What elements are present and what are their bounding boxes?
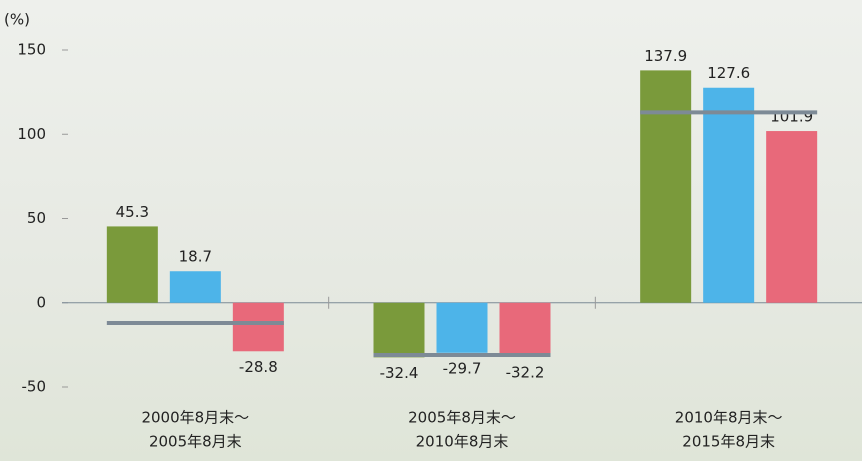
- y-tick-label: 150: [17, 41, 46, 59]
- bar: [373, 302, 425, 358]
- value-label: 45.3: [116, 203, 149, 221]
- bar: [640, 70, 692, 303]
- value-label: -32.4: [380, 364, 419, 382]
- value-label: 101.9: [770, 108, 813, 126]
- x-tick-label: 2010年8月末: [416, 433, 509, 451]
- bar: [169, 271, 221, 303]
- y-tick-label: 50: [27, 209, 46, 227]
- y-unit: (%): [4, 11, 30, 29]
- bar: [436, 302, 488, 353]
- value-label: -28.8: [239, 358, 278, 376]
- value-label: 137.9: [644, 47, 687, 65]
- x-tick-label: 2005年8月末～: [408, 409, 516, 427]
- value-label: 18.7: [179, 248, 212, 266]
- x-tick-label: 2000年8月末～: [141, 409, 249, 427]
- value-label: -29.7: [443, 359, 482, 377]
- bar: [232, 302, 284, 352]
- value-label: -32.2: [506, 364, 545, 382]
- x-tick-label: 2010年8月末～: [675, 409, 783, 427]
- bar: [703, 87, 755, 303]
- bar: [499, 302, 551, 358]
- value-label: 127.6: [707, 64, 750, 82]
- bar: [106, 226, 158, 303]
- y-tick-label: 100: [17, 125, 46, 143]
- x-tick-label: 2005年8月末: [149, 433, 242, 451]
- x-tick-label: 2015年8月末: [682, 433, 775, 451]
- bar: [766, 131, 818, 303]
- y-tick-label: -50: [22, 378, 47, 396]
- y-tick-label: 0: [36, 293, 46, 311]
